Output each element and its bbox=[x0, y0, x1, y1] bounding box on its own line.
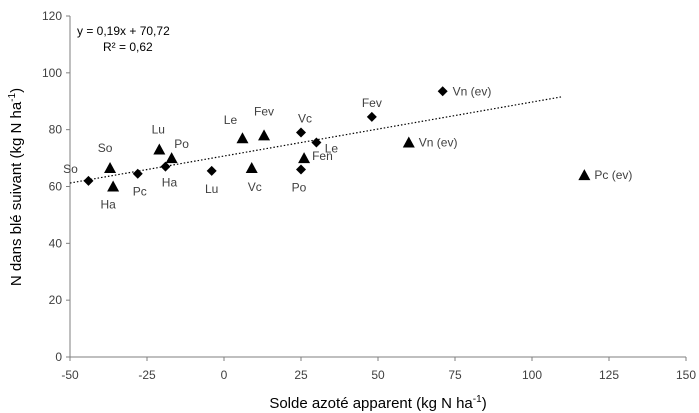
point-label: Lu bbox=[205, 182, 218, 196]
y-tick-label: 80 bbox=[49, 123, 63, 137]
point-label: Vc bbox=[248, 180, 262, 194]
point-label: Fen bbox=[312, 149, 333, 163]
diamond-point bbox=[366, 111, 377, 122]
diamond-point bbox=[132, 168, 143, 179]
y-tick-label: 60 bbox=[49, 180, 63, 194]
point-label: Lu bbox=[152, 123, 165, 137]
point-label: Le bbox=[224, 113, 238, 127]
x-tick-label: 150 bbox=[676, 368, 696, 382]
point-label: Le bbox=[325, 141, 339, 155]
point-label: Fev bbox=[362, 96, 382, 110]
point-label: Po bbox=[174, 137, 189, 151]
point-labels: So Pc Ha Lu Po Vc Le Fev Vn (ev) So Ha Lu Po Le Fev Vc F… bbox=[63, 84, 632, 211]
diamond-point bbox=[296, 164, 306, 175]
x-tick-label: 125 bbox=[599, 368, 619, 382]
y-axis-title: N dans blé suivant (kg N ha-1) bbox=[7, 88, 25, 286]
point-label: Vn (ev) bbox=[453, 84, 492, 98]
point-label: Vc bbox=[298, 112, 312, 126]
y-axis-title-sup: -1 bbox=[7, 92, 18, 101]
point-label: Vn (ev) bbox=[419, 135, 458, 149]
data-points bbox=[83, 86, 591, 192]
triangle-point bbox=[402, 136, 415, 148]
y-axis-title-main: N dans blé suivant (kg N ha bbox=[8, 101, 25, 286]
triangle-point bbox=[107, 180, 120, 192]
triangle-point bbox=[104, 162, 117, 174]
triangle-point bbox=[245, 162, 258, 174]
y-tick-label: 120 bbox=[42, 9, 62, 23]
x-tick-label: 25 bbox=[294, 368, 308, 382]
diamond-point bbox=[296, 127, 306, 138]
triangle-point bbox=[153, 143, 166, 155]
triangle-point bbox=[298, 152, 311, 164]
point-label: Pc bbox=[133, 185, 147, 199]
x-tick-label: -50 bbox=[61, 368, 79, 382]
triangle-point bbox=[578, 169, 591, 181]
y-tick-label: 20 bbox=[49, 293, 63, 307]
r-squared-label: R² = 0,62 bbox=[103, 40, 153, 54]
point-label: Pc (ev) bbox=[594, 168, 632, 182]
point-label: So bbox=[98, 141, 113, 155]
x-tick-label: -25 bbox=[138, 368, 156, 382]
triangle-point bbox=[236, 132, 249, 144]
diamond-point bbox=[160, 161, 171, 172]
y-axis-title-end: ) bbox=[8, 88, 25, 93]
regression-equation: y = 0,19x + 70,72 bbox=[77, 24, 170, 38]
x-axis-title-main: Solde azoté apparent (kg N ha bbox=[269, 395, 473, 412]
y-tick-label: 0 bbox=[55, 350, 62, 364]
x-tick-label: 75 bbox=[448, 368, 462, 382]
diamond-point bbox=[437, 86, 448, 97]
y-tick-label: 100 bbox=[42, 66, 62, 80]
x-axis-title: Solde azoté apparent (kg N ha-1) bbox=[269, 394, 486, 412]
point-label: So bbox=[63, 162, 78, 176]
x-axis-title-end: ) bbox=[482, 395, 487, 412]
diamond-point bbox=[83, 175, 94, 186]
diamond-point bbox=[311, 137, 322, 148]
triangle-point bbox=[258, 129, 271, 141]
point-label: Ha bbox=[162, 176, 178, 190]
trendline bbox=[69, 96, 563, 184]
trendline-group bbox=[69, 96, 563, 184]
point-label: Po bbox=[292, 180, 307, 194]
x-tick-label: 0 bbox=[221, 368, 228, 382]
point-label: Ha bbox=[100, 198, 116, 212]
x-tick-label: 100 bbox=[522, 368, 542, 382]
x-tick-label: 50 bbox=[371, 368, 385, 382]
point-label: Fev bbox=[254, 104, 274, 118]
x-axis-title-sup: -1 bbox=[473, 394, 482, 405]
diamond-point bbox=[206, 165, 217, 176]
triangle-point bbox=[165, 152, 178, 164]
y-tick-label: 40 bbox=[49, 236, 63, 250]
tick-labels: -50 -25 0 25 50 75 100 125 150 0 20 40 60 80 100 120 bbox=[42, 9, 696, 382]
